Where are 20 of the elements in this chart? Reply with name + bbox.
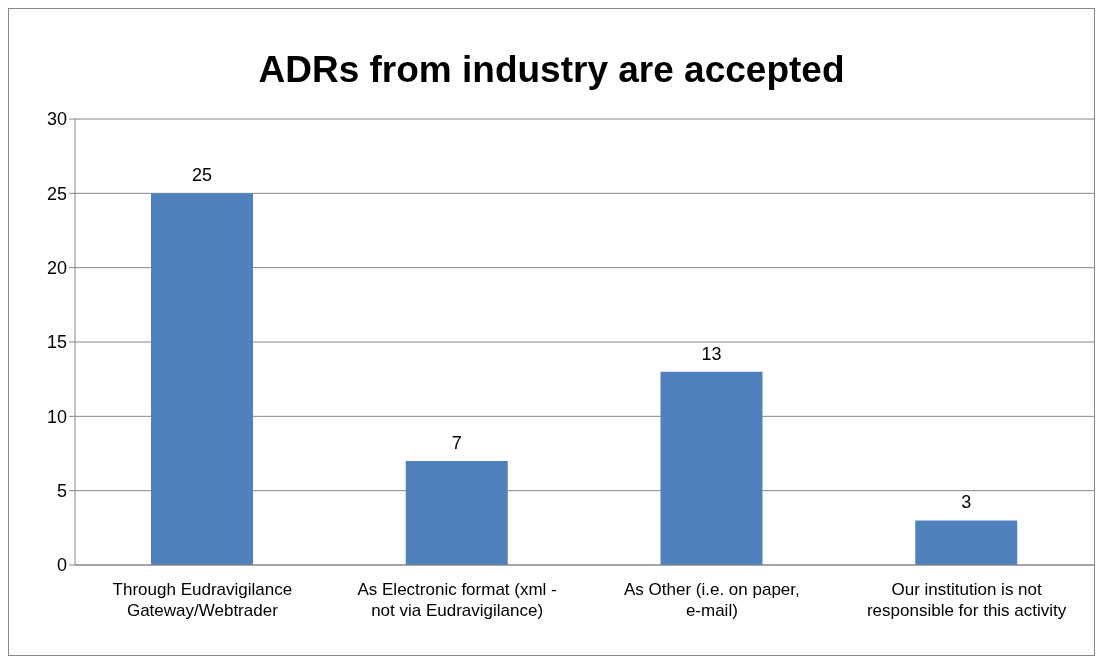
y-tick-label: 20	[46, 258, 67, 279]
x-tick-label: As Electronic format (xml - not via Eudravigilance)	[357, 580, 557, 620]
x-tick-label: Our institution is not responsible for this activity	[866, 580, 1067, 620]
data-label: 25	[191, 165, 213, 186]
y-tick-label: 0	[56, 555, 67, 576]
y-tick-label: 30	[46, 109, 67, 130]
y-tick-label: 5	[56, 481, 67, 502]
bar	[151, 193, 253, 565]
y-tick-label: 25	[46, 183, 67, 204]
bar	[660, 371, 763, 565]
bar	[915, 520, 1018, 565]
data-label: 3	[961, 492, 972, 513]
chart-title: ADRs from industry are accepted	[257, 48, 846, 92]
data-label: 7	[451, 432, 462, 453]
data-label: 13	[701, 343, 722, 364]
y-tick-label: 15	[46, 332, 67, 353]
x-tick-label: As Other (i.e. on paper, e-mail)	[623, 580, 800, 620]
x-tick-label: Through Eudravigilance Gateway/Webtrader	[112, 580, 293, 620]
bar	[405, 460, 508, 565]
y-tick-label: 10	[46, 406, 67, 427]
